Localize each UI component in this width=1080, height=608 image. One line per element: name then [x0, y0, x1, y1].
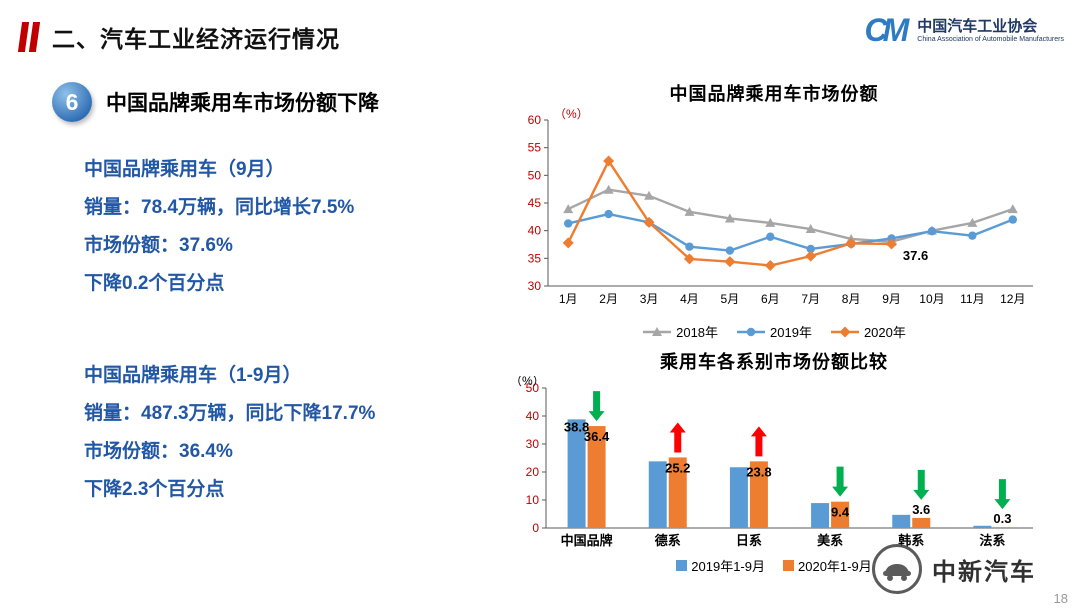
- legend-item: 2018年: [642, 322, 718, 341]
- bar-chart-section: 乘用车各系别市场份额比较 0 10 20 30 40 50 （%） 中国品牌 德系 日系 美系 韩系 法…: [476, 348, 1072, 575]
- caam-name-en: China Association of Automobile Manufact…: [917, 35, 1064, 43]
- svg-text:9月: 9月: [882, 292, 901, 306]
- stat-line: 销量：487.3万辆，同比下降17.7%: [84, 403, 376, 424]
- svg-text:（%）: （%）: [510, 376, 545, 388]
- line-chart-legend: 2018年 2019年 2020年: [476, 322, 1072, 341]
- svg-text:35: 35: [527, 251, 541, 265]
- svg-text:12月: 12月: [1000, 292, 1025, 306]
- svg-text:2月: 2月: [599, 292, 618, 306]
- svg-text:德系: 德系: [654, 533, 680, 548]
- legend-item: 2020年1-9月: [783, 556, 872, 575]
- zhongxin-auto-stamp-icon: [872, 544, 922, 594]
- svg-text:日系: 日系: [735, 533, 761, 548]
- legend-swatch-icon: [783, 560, 794, 571]
- svg-text:10: 10: [525, 493, 539, 507]
- svg-text:美系: 美系: [817, 533, 843, 548]
- stat-line: 市场份额：37.6%: [84, 235, 233, 256]
- svg-text:45: 45: [527, 196, 541, 210]
- svg-text:8月: 8月: [841, 292, 860, 306]
- stats-jan-sep: 中国品牌乘用车（1-9月） 销量：487.3万辆，同比下降17.7% 市场份额：…: [84, 360, 375, 512]
- stat-line: 中国品牌乘用车（1-9月）: [84, 365, 302, 386]
- svg-text:50: 50: [525, 381, 539, 395]
- svg-text:1月: 1月: [558, 292, 577, 306]
- svg-text:9.4: 9.4: [831, 505, 850, 520]
- watermark-text: 中新汽车: [932, 558, 1036, 586]
- line-chart-title: 中国品牌乘用车市场份额: [669, 84, 879, 104]
- svg-text:5月: 5月: [720, 292, 739, 306]
- svg-text:7月: 7月: [801, 292, 820, 306]
- legend-marker-icon: [737, 327, 766, 336]
- stat-line: 下降2.3个百分点: [84, 479, 225, 500]
- stat-line: 销量：78.4万辆，同比增长7.5%: [84, 197, 355, 218]
- legend-item: 2020年: [830, 322, 906, 341]
- section-number-badge: 6: [52, 82, 92, 122]
- svg-text:40: 40: [527, 224, 541, 238]
- bar-chart-legend: 2019年1-9月 2020年1-9月: [476, 556, 1072, 575]
- svg-text:6月: 6月: [760, 292, 779, 306]
- line-chart-section: 中国品牌乘用车市场份额 30 35 40 45 50 55 60 （%） 1月 2月 3月 4月 5月 6…: [476, 80, 1072, 341]
- stat-line: 中国品牌乘用车（9月）: [84, 159, 285, 180]
- bar-chart-title: 乘用车各系别市场份额比较: [660, 352, 888, 372]
- svg-text:36.4: 36.4: [583, 429, 609, 444]
- caam-logo: CM 中国汽车工业协会 China Association of Automob…: [865, 14, 1064, 46]
- stat-line: 下降0.2个百分点: [84, 273, 225, 294]
- page-number: 18: [1053, 591, 1068, 606]
- svg-text:0.3: 0.3: [993, 511, 1011, 526]
- svg-text:4月: 4月: [680, 292, 699, 306]
- caam-monogram-icon: CM: [864, 12, 910, 48]
- legend-label: 2019年: [770, 325, 812, 340]
- svg-text:38.8: 38.8: [563, 419, 588, 434]
- legend-marker-icon: [830, 326, 859, 337]
- svg-text:60: 60: [527, 113, 541, 127]
- title-accent-bars-icon: [17, 22, 42, 52]
- svg-text:25.2: 25.2: [665, 460, 690, 475]
- section-heading: 中国品牌乘用车市场份额下降: [106, 92, 379, 115]
- svg-text:30: 30: [527, 279, 541, 293]
- slide-title-row: 二、汽车工业经济运行情况: [17, 20, 340, 54]
- legend-item: 2019年: [736, 322, 812, 341]
- svg-text:（%）: （%）: [554, 108, 589, 121]
- legend-item: 2019年1-9月: [676, 556, 765, 575]
- svg-text:0: 0: [532, 521, 539, 535]
- watermark: 中新汽车: [870, 542, 1036, 596]
- svg-text:3.6: 3.6: [912, 502, 930, 517]
- svg-text:中国品牌: 中国品牌: [560, 533, 612, 548]
- legend-marker-icon: [643, 326, 672, 336]
- svg-text:3月: 3月: [639, 292, 658, 306]
- svg-text:20: 20: [525, 465, 539, 479]
- caam-logo-text: 中国汽车工业协会 China Association of Automobile…: [917, 18, 1064, 43]
- svg-text:法系: 法系: [979, 533, 1005, 548]
- slide-title: 二、汽车工业经济运行情况: [52, 26, 340, 52]
- stats-september: 中国品牌乘用车（9月） 销量：78.4万辆，同比增长7.5% 市场份额：37.6…: [84, 154, 354, 306]
- svg-text:韩系: 韩系: [898, 533, 924, 548]
- svg-text:55: 55: [527, 141, 541, 155]
- svg-text:30: 30: [525, 437, 539, 451]
- market-share-line-chart: 30 35 40 45 50 55 60 （%） 1月 2月 3月 4月 5月 6月 7月 8月 9月 10月 11…: [527, 108, 1033, 306]
- caam-name-cn: 中国汽车工业协会: [917, 17, 1038, 35]
- svg-text:23.8: 23.8: [746, 464, 771, 479]
- stat-line: 市场份额：36.4%: [84, 441, 233, 462]
- svg-text:37.6: 37.6: [902, 248, 927, 263]
- legend-label: 2018年: [676, 325, 719, 340]
- legend-label: 2020年1-9月: [798, 559, 872, 574]
- svg-text:40: 40: [525, 409, 539, 423]
- svg-text:10月: 10月: [919, 292, 944, 306]
- legend-swatch-icon: [676, 560, 688, 571]
- legend-label: 2020年: [863, 325, 906, 340]
- svg-text:11月: 11月: [960, 292, 984, 306]
- legend-label: 2019年1-9月: [691, 559, 765, 574]
- section-head: 6 中国品牌乘用车市场份额下降: [52, 82, 379, 122]
- segment-share-bar-chart: 0 10 20 30 40 50（%） 中国品牌 德系 日系 美系 韩系 法系 38.836.4 25.2…: [510, 376, 1033, 548]
- svg-text:50: 50: [527, 168, 541, 182]
